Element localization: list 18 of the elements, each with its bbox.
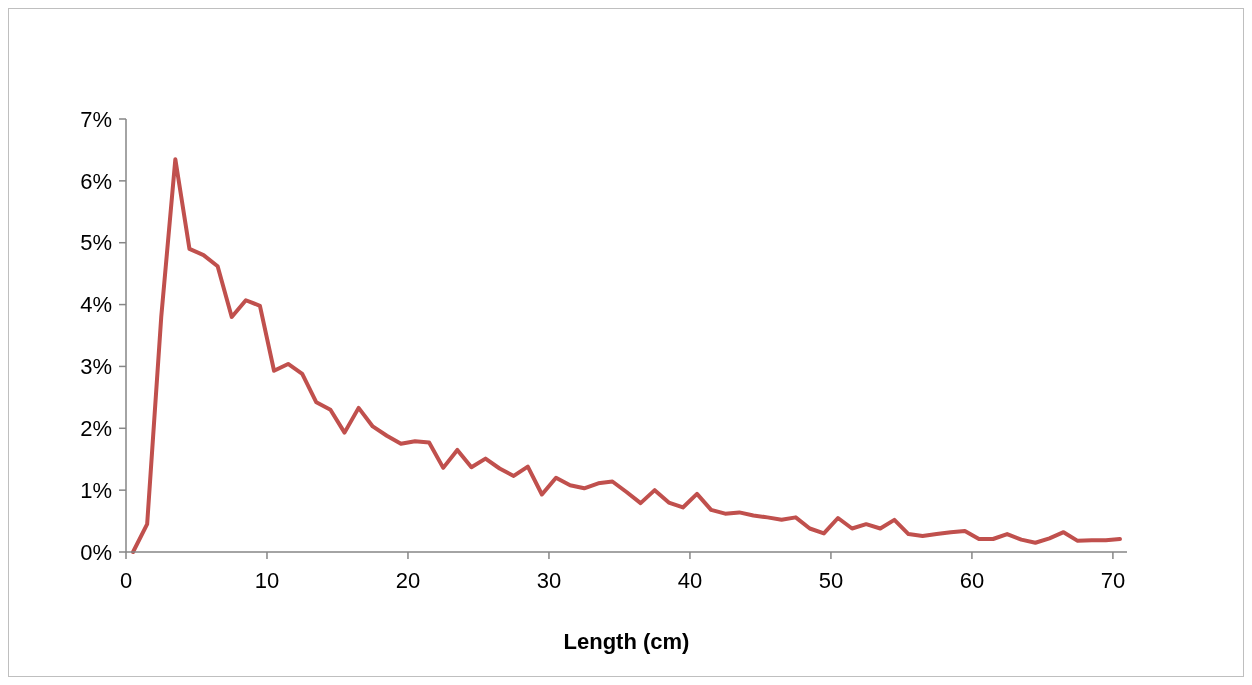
- x-tick-label: 60: [959, 568, 985, 593]
- x-tick-label: 70: [1100, 568, 1126, 593]
- y-tick-label: 7%: [80, 106, 112, 132]
- x-tick-label: 30: [536, 568, 562, 593]
- y-tick-label: 3%: [80, 354, 112, 380]
- x-axis-title: Length (cm): [563, 629, 690, 654]
- x-tick-label: 40: [677, 568, 703, 593]
- y-tick-label: 0%: [80, 539, 112, 565]
- y-tick-label: 2%: [80, 415, 112, 441]
- x-tick-label: 50: [818, 568, 844, 593]
- x-tick-label: 10: [254, 568, 280, 593]
- y-tick-label: 6%: [80, 168, 112, 194]
- y-tick-label: 1%: [80, 477, 112, 503]
- x-tick-label: 20: [395, 568, 421, 593]
- y-tick-label: 5%: [80, 230, 112, 256]
- y-tick-label: 4%: [80, 292, 112, 318]
- line-series: [131, 157, 1122, 554]
- x-tick-label: 0: [119, 568, 133, 593]
